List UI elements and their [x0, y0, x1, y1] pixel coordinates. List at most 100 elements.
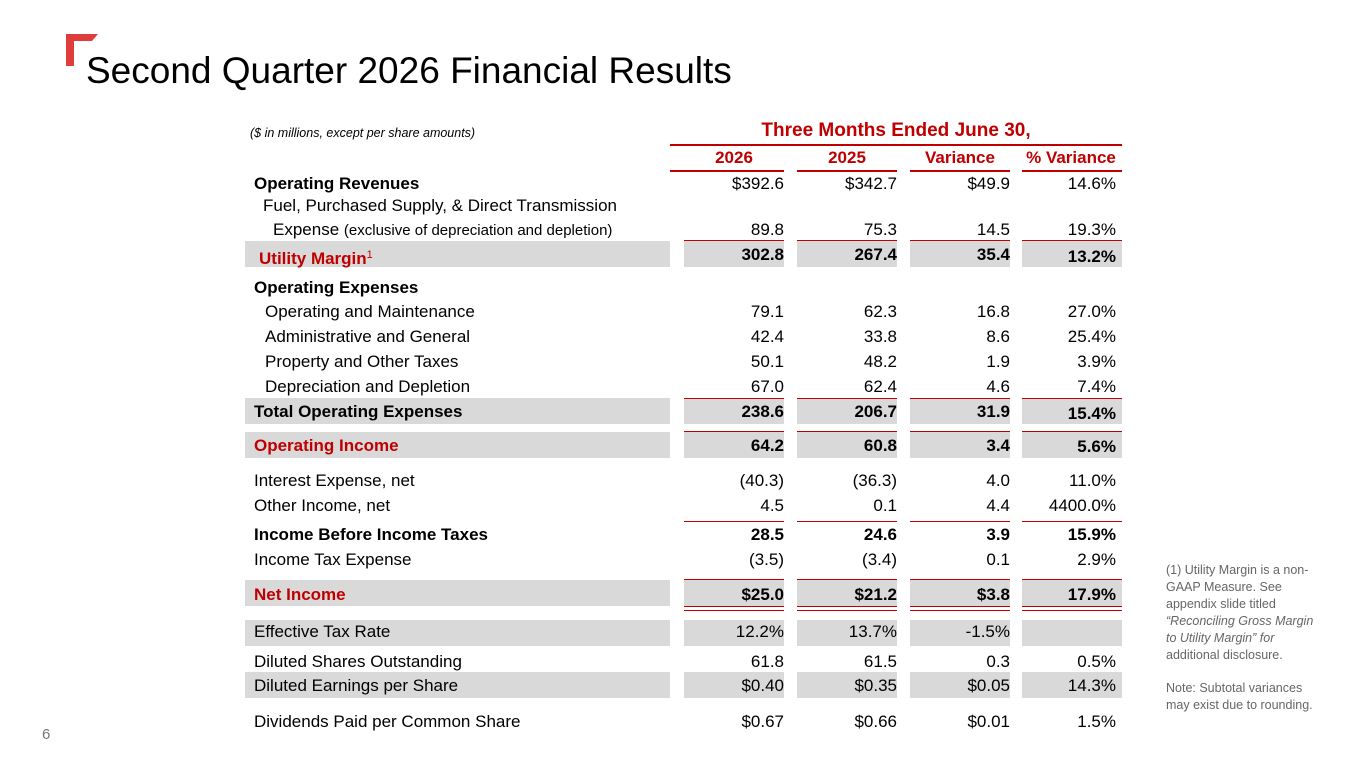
table-cell: 25.4% [1067, 327, 1116, 346]
table-cell: 50.1 [750, 352, 784, 371]
subtotal-rule [684, 579, 784, 580]
row-label-income-before-taxes: Income Before Income Taxes [254, 525, 488, 544]
subtotal-rule [910, 240, 1010, 241]
footnote-utility-margin: (1) Utility Margin is a non-GAAP Measure… [1166, 562, 1316, 664]
table-cell: 1.9 [986, 352, 1010, 371]
row-band [684, 432, 784, 458]
page-number: 6 [42, 726, 51, 743]
row-band [684, 620, 784, 646]
row-band [1022, 241, 1122, 267]
row-band [797, 580, 897, 606]
double-underline [1022, 606, 1122, 611]
row-label-depreciation-depletion: Depreciation and Depletion [265, 377, 471, 396]
table-cell: 11.0% [1069, 471, 1116, 490]
table-cell: 4.4 [986, 496, 1010, 515]
period-header: Three Months Ended June 30, [761, 120, 1031, 141]
row-label-expense-note: (exclusive of depreciation and depletion… [343, 222, 613, 239]
subtotal-rule [797, 521, 897, 522]
table-cell: 5.6% [1077, 437, 1116, 456]
row-band [245, 241, 670, 267]
row-label-operating-maintenance: Operating and Maintenance [265, 302, 475, 321]
row-band [910, 580, 1010, 606]
subtotal-rule [684, 398, 784, 399]
table-cell: $3.8 [976, 585, 1010, 604]
footnote-suffix: additional disclosure. [1166, 648, 1283, 662]
table-cell: 60.8 [863, 436, 897, 455]
table-cell: 17.9% [1067, 585, 1116, 604]
table-cell: 8.6 [986, 327, 1010, 346]
row-band [245, 620, 670, 646]
table-cell: $0.40 [741, 676, 784, 695]
row-label-operating-expenses: Operating Expenses [254, 278, 419, 297]
table-cell: 15.9% [1067, 525, 1116, 544]
row-band [245, 672, 670, 698]
table-cell: 14.5 [976, 220, 1010, 239]
subtotal-rule [797, 398, 897, 399]
row-label-expense: Expense (exclusive of depreciation and d… [273, 220, 612, 241]
table-cell: 4.0 [986, 471, 1010, 490]
column-header-variance: Variance [925, 148, 995, 167]
row-label-effective-tax-rate: Effective Tax Rate [254, 622, 391, 641]
row-band [1022, 580, 1122, 606]
table-cell: 61.8 [750, 652, 784, 671]
row-band [797, 432, 897, 458]
table-cell: $392.6 [732, 174, 784, 193]
subtotal-rule [1022, 521, 1122, 522]
table-cell: $21.2 [854, 585, 897, 604]
table-cell: 0.1 [986, 550, 1010, 569]
row-band [910, 398, 1010, 424]
subtotal-rule [797, 431, 897, 432]
row-band [797, 620, 897, 646]
table-cell: 89.8 [750, 220, 784, 239]
table-cell: $25.0 [741, 585, 784, 604]
subtotal-rule [684, 240, 784, 241]
table-cell: 14.3% [1067, 676, 1116, 695]
row-label-operating-revenues: Operating Revenues [254, 174, 420, 193]
subtotal-rule [910, 579, 1010, 580]
table-cell: $0.67 [741, 712, 784, 731]
footnote-prefix: (1) Utility Margin is a non-GAAP Measure… [1166, 563, 1309, 611]
table-cell: 31.9 [976, 402, 1010, 421]
table-cell: $0.05 [967, 676, 1010, 695]
table-cell: (36.3) [852, 471, 897, 490]
subtotal-rule [1022, 398, 1122, 399]
table-cell: 3.9 [986, 525, 1010, 544]
table-cell: 0.3 [986, 652, 1010, 671]
double-underline [910, 606, 1010, 611]
subtotal-rule [1022, 431, 1122, 432]
row-label-dividends-per-share: Dividends Paid per Common Share [254, 712, 521, 731]
table-cell: 2.9% [1077, 550, 1116, 569]
row-band [245, 432, 670, 458]
table-cell: 13.7% [848, 622, 897, 641]
rounding-note: Note: Subtotal variances may exist due t… [1166, 681, 1313, 712]
row-label-operating-income: Operating Income [254, 436, 399, 455]
row-label-expense-text: Expense [273, 220, 340, 239]
row-band [910, 241, 1010, 267]
row-band [684, 398, 784, 424]
row-band [1022, 672, 1122, 698]
logo-mark-icon [66, 34, 98, 66]
table-cell: $0.01 [967, 712, 1010, 731]
table-cell: 48.2 [863, 352, 897, 371]
table-cell: (40.3) [739, 471, 784, 490]
row-band [910, 620, 1010, 646]
table-cell: 27.0% [1067, 302, 1116, 321]
row-band [910, 672, 1010, 698]
table-cell: 4.6 [986, 377, 1010, 396]
row-label-fuel-purchased-supply: Fuel, Purchased Supply, & Direct Transmi… [263, 196, 617, 215]
subtotal-rule [797, 240, 897, 241]
row-band [1022, 620, 1122, 646]
table-cell: 238.6 [741, 402, 784, 421]
row-label-diluted-eps: Diluted Earnings per Share [254, 676, 459, 695]
table-cell: 28.5 [750, 525, 784, 544]
table-cell: $342.7 [845, 174, 897, 193]
table-cell: 3.9% [1077, 352, 1116, 371]
row-label-total-operating-expenses: Total Operating Expenses [254, 402, 463, 421]
row-label-interest-expense: Interest Expense, net [254, 471, 415, 490]
column-header-2025: 2025 [828, 148, 866, 167]
row-label-other-income: Other Income, net [254, 496, 391, 515]
row-band [797, 241, 897, 267]
table-cell: 206.7 [854, 402, 897, 421]
page-title: Second Quarter 2026 Financial Results [86, 50, 732, 91]
